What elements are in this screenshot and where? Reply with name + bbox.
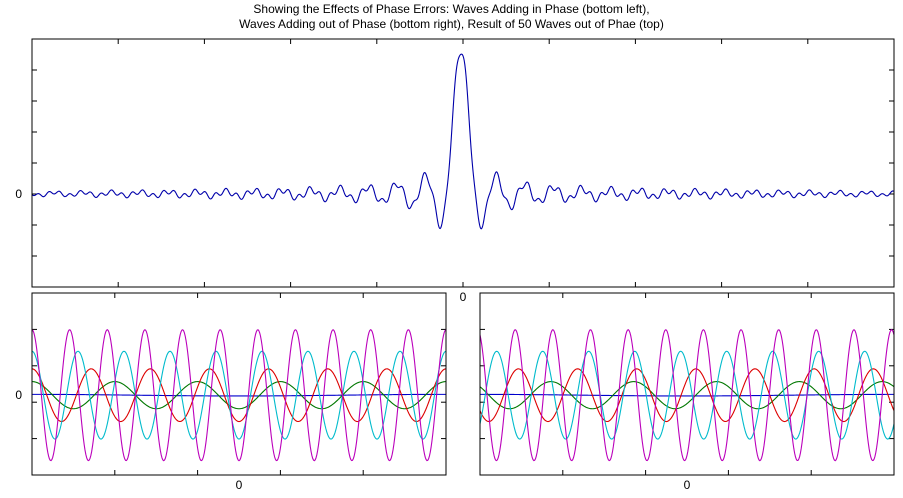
bottom-right-panel: 0 — [479, 292, 895, 492]
figure-title: Showing the Effects of Phase Errors: Wav… — [0, 2, 903, 32]
series-line-0 — [480, 393, 894, 397]
axes-frame — [479, 292, 895, 476]
series-line-0 — [31, 53, 895, 230]
series-line-4 — [479, 329, 895, 462]
y-tick-label: 0 — [15, 187, 22, 201]
series-line-2 — [31, 368, 447, 423]
x-tick-label: 0 — [236, 478, 243, 492]
x-tick-label: 0 — [460, 290, 467, 304]
bottom-left-panel: 00 — [15, 292, 447, 492]
x-tick-label: 0 — [684, 478, 691, 492]
figure-title-line-1: Showing the Effects of Phase Errors: Wav… — [253, 2, 650, 16]
y-tick-label: 0 — [15, 388, 22, 402]
series-line-1 — [479, 381, 895, 410]
series-line-3 — [479, 350, 895, 440]
series-line-4 — [31, 329, 447, 462]
series-line-1 — [31, 381, 447, 410]
top-panel: 00 — [15, 38, 895, 304]
axes-frame — [31, 292, 447, 476]
series-line-0 — [32, 393, 446, 397]
axes-frame — [31, 38, 895, 288]
figure-title-line-2: Waves Adding out of Phase (bottom right)… — [239, 17, 664, 31]
series-line-3 — [31, 350, 447, 440]
